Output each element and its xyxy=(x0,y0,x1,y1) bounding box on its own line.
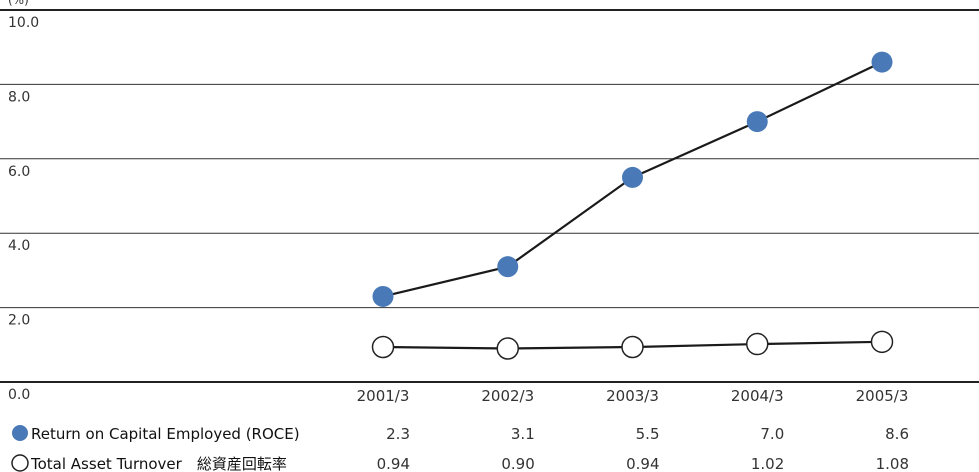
roce-point xyxy=(622,166,643,188)
roce-value: 7.0 xyxy=(760,425,784,443)
x-tick-label: 2004/3 xyxy=(731,387,784,405)
unit-label: (%) xyxy=(8,0,29,7)
roce-value: 8.6 xyxy=(885,425,909,443)
y-axis-ticks: 0.0 2.0 4.0 6.0 8.0 10.0 xyxy=(8,15,39,403)
y-tick-label: 6.0 xyxy=(8,164,30,180)
turnover-value: 0.90 xyxy=(501,455,534,472)
series-lines xyxy=(382,61,883,350)
turnover-point xyxy=(371,335,395,359)
turnover-point xyxy=(621,335,644,359)
roce-point xyxy=(497,256,519,278)
turnover-legend-marker xyxy=(11,454,29,472)
y-tick-label: 0.0 xyxy=(8,387,30,403)
roce-value: 3.1 xyxy=(511,425,535,443)
roce-value: 5.5 xyxy=(636,425,660,443)
series-markers xyxy=(371,51,894,360)
x-tick-label: 2005/3 xyxy=(856,387,909,405)
data-table: Return on Capital Employed (ROCE) Total … xyxy=(11,425,909,472)
y-tick-label: 4.0 xyxy=(8,238,30,254)
turnover-value: 1.02 xyxy=(751,455,784,472)
roce-legend-marker xyxy=(12,425,28,441)
turnover-point xyxy=(496,337,519,360)
turnover-value: 0.94 xyxy=(626,455,659,472)
turnover-legend-label: Total Asset Turnover 総資産回転率 xyxy=(30,455,287,472)
roce-point xyxy=(871,51,893,73)
turnover-point xyxy=(746,332,769,356)
roce-point xyxy=(746,111,768,133)
x-axis-ticks: 2001/3 2002/3 2003/3 2004/3 2005/3 xyxy=(357,387,909,405)
y-tick-label: 2.0 xyxy=(8,313,30,329)
x-tick-label: 2002/3 xyxy=(481,387,534,405)
turnover-value: 1.08 xyxy=(876,455,909,472)
y-tick-label: 8.0 xyxy=(8,89,30,105)
turnover-point xyxy=(870,330,894,354)
y-tick-label: 10.0 xyxy=(8,15,39,31)
x-tick-label: 2001/3 xyxy=(357,387,410,405)
roce-point xyxy=(372,285,394,307)
turnover-value: 0.94 xyxy=(377,455,410,472)
x-tick-label: 2003/3 xyxy=(606,387,659,405)
roce-legend-label: Return on Capital Employed (ROCE) xyxy=(31,425,300,443)
roce-value: 2.3 xyxy=(386,425,410,443)
grid-lines xyxy=(0,9,979,383)
